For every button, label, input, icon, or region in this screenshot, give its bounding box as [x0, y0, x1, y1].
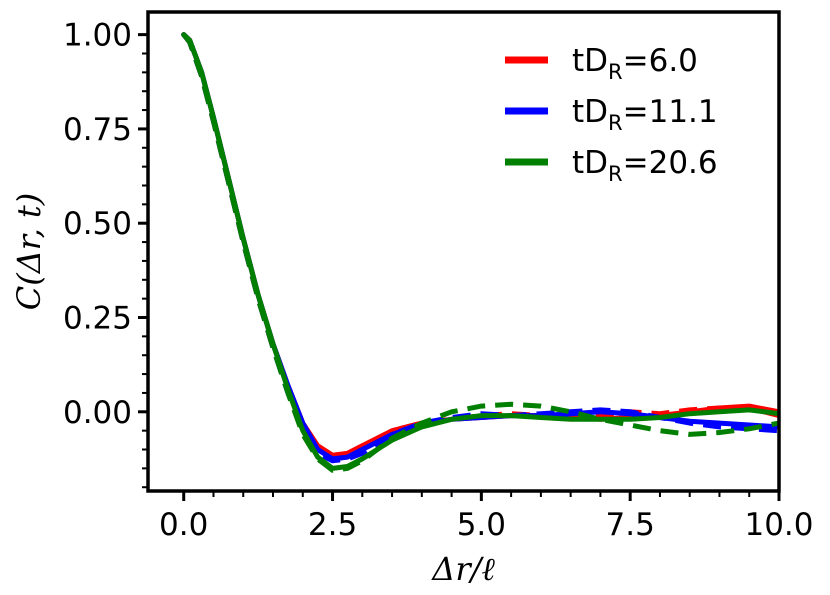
legend-label-1: tDR=6.0: [572, 43, 698, 84]
y-tick-label: 0.50: [63, 206, 132, 242]
ticks-layer: 0.0 2.5 5.0 7.5 10.0 0.00 0.25 0.50 0.75 1.00: [63, 18, 814, 543]
y-tick-label: 0.75: [63, 112, 132, 148]
x-tick-label: 2.5: [308, 507, 357, 543]
x-tick-label: 5.0: [457, 507, 506, 543]
x-tick-label: 10.0: [744, 507, 813, 543]
y-tick-label: 1.00: [63, 18, 132, 54]
x-tick-label: 7.5: [606, 507, 655, 543]
y-axis-label: C(Δr, t): [10, 193, 48, 311]
series-layer: [181, 32, 779, 473]
y-tick-label: 0.00: [63, 395, 132, 431]
x-axis-label: Δr/ℓ: [430, 550, 495, 588]
legend: tDR=6.0 tDR=11.1 tDR=20.6: [505, 43, 718, 186]
series-3-solid-line: [181, 32, 779, 471]
x-tick-label: 0.0: [159, 507, 208, 543]
legend-label-3: tDR=20.6: [572, 145, 718, 186]
plot-frame: [146, 10, 781, 493]
legend-label-2: tDR=11.1: [572, 94, 718, 135]
y-tick-label: 0.25: [63, 301, 132, 337]
